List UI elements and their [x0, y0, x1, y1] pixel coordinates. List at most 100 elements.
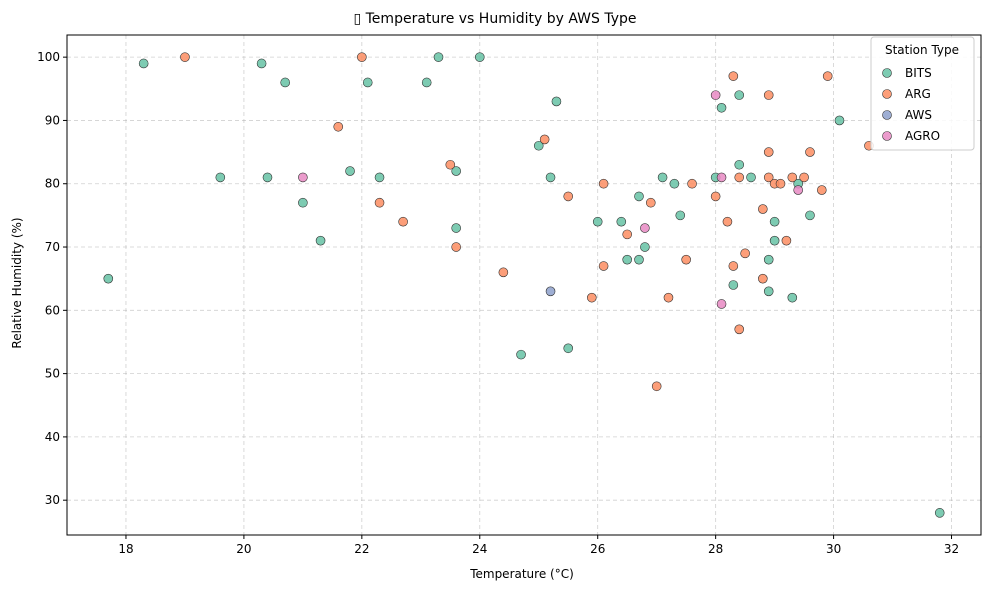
point-bits [433, 52, 444, 62]
data-points [103, 52, 945, 518]
point-arg [374, 197, 385, 208]
point-bits [669, 178, 680, 189]
point-bits [421, 77, 432, 88]
point-bits [545, 172, 556, 183]
point-arg [710, 191, 721, 202]
point-arg [539, 134, 550, 145]
x-axis-ticks: 18 20 22 24 26 28 30 32 [118, 535, 959, 556]
point-arg [498, 267, 509, 278]
point-bits [215, 172, 226, 183]
point-bits [592, 216, 603, 227]
y-tick-label: 40 [45, 430, 60, 444]
y-tick-label: 70 [45, 240, 60, 254]
point-arg [622, 229, 632, 240]
point-arg [816, 185, 827, 195]
point-bits [746, 172, 756, 183]
y-tick-label: 50 [45, 367, 60, 381]
chart-title: ▯ Temperature vs Humidity by AWS Type [353, 11, 636, 27]
legend-marker-bits [882, 68, 892, 78]
point-arg [781, 235, 792, 246]
point-arg [740, 248, 750, 259]
point-bits [634, 191, 644, 202]
x-tick-label: 26 [590, 542, 605, 556]
point-arg [728, 71, 739, 81]
point-bits [262, 172, 273, 183]
legend: Station Type BITS ARG AWS AGRO [870, 36, 975, 151]
legend-label-aws: AWS [905, 108, 932, 122]
point-bits [734, 90, 745, 100]
point-arg [645, 197, 656, 208]
point-bits [280, 77, 290, 88]
point-bits [934, 508, 945, 518]
legend-marker-arg [882, 89, 892, 99]
legend-label-bits: BITS [905, 66, 932, 80]
legend-marker-agro [882, 131, 892, 141]
point-arg [651, 381, 662, 392]
point-bits [769, 235, 780, 246]
point-bits [769, 216, 780, 227]
x-tick-label: 32 [944, 542, 959, 556]
point-agro [716, 299, 727, 309]
y-tick-label: 100 [37, 50, 60, 64]
point-bits [533, 140, 544, 151]
x-tick-label: 22 [354, 542, 369, 556]
point-bits [563, 343, 574, 354]
point-bits [805, 210, 815, 221]
point-arg [598, 178, 609, 189]
plot-frame [66, 34, 982, 536]
legend-marker-aws [882, 110, 892, 120]
point-arg [663, 292, 674, 303]
point-arg [763, 147, 774, 157]
point-bits [474, 52, 485, 62]
point-bits [256, 58, 267, 69]
point-arg [805, 147, 815, 157]
point-arg [734, 324, 745, 335]
point-agro [710, 90, 721, 100]
point-arg [451, 242, 461, 252]
point-arg [734, 172, 745, 183]
point-arg [722, 216, 733, 227]
point-arg [787, 172, 798, 183]
point-arg [445, 159, 456, 170]
point-arg [728, 261, 739, 271]
y-axis-ticks: 30 40 50 60 70 80 90 100 [37, 50, 67, 507]
point-arg [587, 292, 597, 303]
point-bits [616, 216, 627, 227]
point-arg [758, 273, 768, 284]
x-tick-label: 18 [118, 542, 133, 556]
point-bits [374, 172, 385, 183]
point-bits [734, 159, 745, 170]
legend-box [870, 36, 975, 151]
y-tick-label: 80 [45, 177, 60, 191]
point-arg [758, 204, 768, 214]
point-bits [763, 286, 774, 297]
point-bits [657, 172, 668, 183]
point-arg [687, 178, 697, 189]
point-arg [763, 172, 774, 183]
y-tick-label: 60 [45, 303, 60, 317]
point-bits [103, 273, 114, 284]
x-tick-label: 24 [472, 542, 487, 556]
point-arg [563, 191, 574, 202]
point-bits [298, 197, 308, 208]
point-arg [775, 178, 786, 189]
point-bits [362, 77, 373, 88]
y-axis-label: Relative Humidity (%) [10, 217, 24, 348]
point-bits [640, 242, 650, 252]
point-agro [793, 185, 804, 195]
point-bits [345, 166, 355, 176]
point-arg [333, 121, 344, 132]
x-tick-label: 20 [236, 542, 251, 556]
point-agro [298, 172, 308, 183]
point-arg [357, 52, 367, 62]
point-bits [516, 349, 526, 360]
point-bits [451, 166, 461, 176]
x-tick-label: 30 [826, 542, 841, 556]
point-bits [451, 223, 461, 233]
point-bits [675, 210, 686, 221]
point-bits [138, 58, 149, 69]
point-arg [799, 172, 809, 183]
point-bits [622, 254, 632, 265]
point-aws [545, 286, 556, 297]
